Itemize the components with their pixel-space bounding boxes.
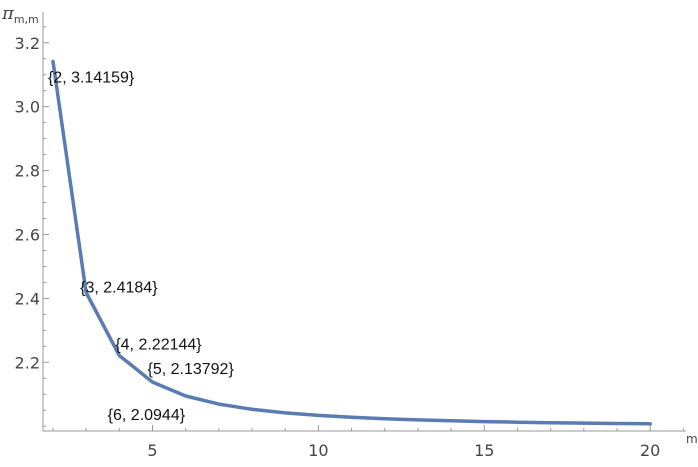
y-axis-label: πm,m <box>1 3 39 26</box>
series-line <box>51 59 652 426</box>
x-ticks: 5 10 15 20 <box>52 425 684 460</box>
y-axis-label-subscript: m,m <box>14 13 39 26</box>
y-ticks: 2.2 2.4 2.6 2.8 3.0 3.2 <box>15 26 49 427</box>
x-tick-label: 20 <box>640 441 660 460</box>
y-tick-label: 2.4 <box>15 289 40 308</box>
y-tick-label: 3.2 <box>15 34 40 53</box>
x-tick-label: 15 <box>474 441 494 460</box>
point-annotation: {5, 2.13792} <box>147 361 234 378</box>
y-tick-label: 2.2 <box>15 353 40 372</box>
point-annotation: {6, 2.0944} <box>108 407 186 424</box>
point-annotation: {4, 2.22144} <box>115 336 202 353</box>
x-tick-label: 5 <box>147 441 157 460</box>
annotations: {2, 3.14159} {3, 2.4184} {4, 2.22144} {5, 2… <box>48 69 235 424</box>
y-axis-label-main: π <box>1 3 15 24</box>
point-annotation: {3, 2.4184} <box>80 280 158 297</box>
x-tick-label: 10 <box>308 441 328 460</box>
y-tick-label: 2.8 <box>15 162 40 181</box>
point-annotation: {2, 3.14159} <box>48 69 135 86</box>
x-axis-label: m <box>686 432 698 446</box>
series-group <box>51 59 652 426</box>
y-tick-label: 2.6 <box>15 225 40 244</box>
axes <box>42 12 686 432</box>
y-tick-label: 3.0 <box>15 98 40 117</box>
